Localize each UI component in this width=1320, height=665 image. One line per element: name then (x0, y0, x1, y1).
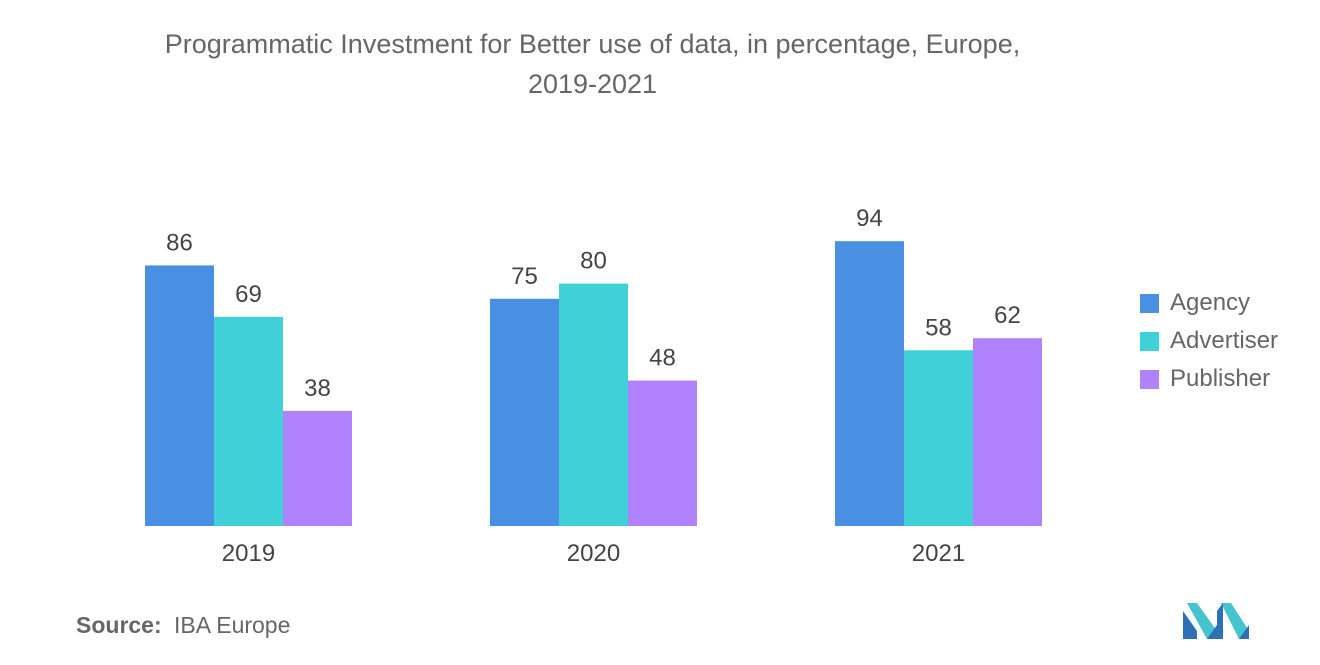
data-label-agency-2019: 86 (166, 229, 193, 256)
bar-agency-2019 (145, 265, 214, 526)
data-label-advertiser-2021: 58 (925, 314, 952, 341)
source-label: Source: (76, 612, 162, 638)
legend-label-agency: Agency (1170, 289, 1251, 316)
chart-legend: Agency Advertiser Publisher (1140, 284, 1278, 398)
mordor-intelligence-logo-icon (1183, 603, 1249, 639)
legend-item-advertiser: Advertiser (1140, 322, 1278, 360)
data-label-publisher-2019: 38 (304, 375, 331, 402)
bar-agency-2020 (490, 298, 559, 526)
bar-publisher-2019 (283, 410, 352, 526)
x-tick-label-2019: 2019 (222, 540, 275, 567)
data-label-advertiser-2019: 69 (235, 281, 262, 308)
bar-publisher-2020 (628, 380, 697, 526)
chart-title-line-2: 2019-2021 (527, 69, 658, 99)
bar-publisher-2021 (973, 338, 1042, 526)
legend-label-publisher: Publisher (1170, 365, 1271, 392)
data-label-advertiser-2020: 80 (580, 248, 607, 275)
source-value: IBA Europe (174, 612, 291, 638)
data-label-agency-2021: 94 (856, 205, 883, 232)
bar-advertiser-2019 (214, 316, 283, 526)
bar-chart: 86 69 38 2019 75 80 48 2020 94 58 62 2021 (145, 205, 1042, 567)
bar-advertiser-2021 (904, 350, 973, 526)
bar-advertiser-2020 (559, 283, 628, 526)
legend-swatch-advertiser (1140, 331, 1159, 351)
x-tick-label-2021: 2021 (912, 540, 965, 567)
legend-item-agency: Agency (1140, 284, 1278, 322)
source-note: Source: IBA Europe (76, 612, 290, 639)
chart-title-line-1: Programmatic Investment for Better use o… (164, 29, 1021, 59)
legend-swatch-agency (1140, 293, 1159, 313)
chart-title: Programmatic Investment for Better use o… (0, 24, 1185, 104)
data-label-agency-2020: 75 (511, 263, 538, 290)
bar-agency-2021 (835, 241, 904, 526)
x-tick-label-2020: 2020 (567, 540, 620, 567)
data-label-publisher-2020: 48 (649, 345, 676, 372)
legend-swatch-publisher (1140, 369, 1159, 389)
data-label-publisher-2021: 62 (994, 302, 1021, 329)
legend-label-advertiser: Advertiser (1170, 327, 1279, 354)
legend-item-publisher: Publisher (1140, 360, 1278, 398)
